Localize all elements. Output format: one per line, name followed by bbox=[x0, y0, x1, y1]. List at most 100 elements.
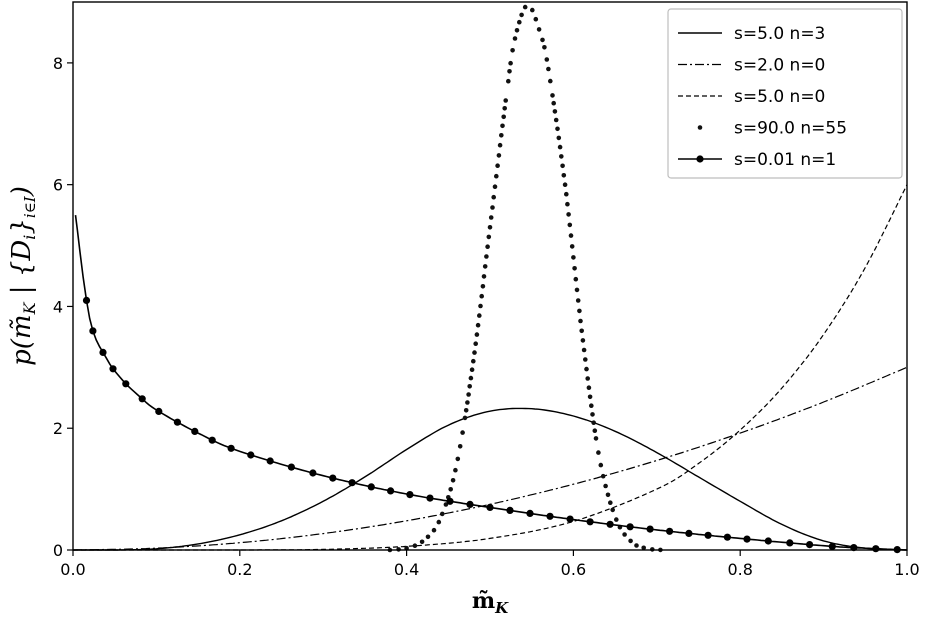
series-dotted-point bbox=[600, 473, 606, 479]
series-marker-point bbox=[828, 542, 836, 551]
legend-swatch-marker bbox=[696, 155, 704, 163]
x-axis-label: m̃K bbox=[472, 588, 509, 616]
series-dotted-point bbox=[448, 487, 454, 492]
series-marker-point bbox=[685, 529, 693, 538]
series-dotted-point bbox=[551, 100, 556, 106]
series-marker-point bbox=[208, 436, 216, 444]
series-marker-point bbox=[287, 463, 295, 471]
series-dotted-point bbox=[472, 350, 477, 355]
series-dotted-point bbox=[473, 341, 479, 347]
series-dotted-point bbox=[499, 133, 504, 138]
series-dotted-point bbox=[533, 16, 539, 22]
series-marker-point bbox=[191, 427, 199, 435]
series-dotted-point bbox=[519, 12, 524, 18]
series-dotted-point bbox=[577, 308, 582, 314]
series-marker-point bbox=[704, 531, 712, 539]
legend-label: s=5.0 n=0 bbox=[734, 87, 825, 107]
series-dotted-point bbox=[450, 478, 456, 483]
legend-entry: s=0.01 n=1 bbox=[678, 150, 836, 170]
series-dashed bbox=[73, 184, 908, 551]
series-dotted-point bbox=[517, 19, 522, 25]
series-dotted-point bbox=[542, 45, 547, 50]
series-dotted-point bbox=[490, 205, 495, 210]
series-dotted-point bbox=[598, 462, 604, 468]
series-dotted-point bbox=[481, 274, 487, 279]
y-tick-label: 4 bbox=[53, 297, 63, 316]
series-dotted-point bbox=[593, 436, 599, 441]
series-dotted-point bbox=[512, 36, 518, 41]
series-dotted-point bbox=[553, 117, 559, 123]
series-dotted-point bbox=[608, 500, 613, 506]
series-dotted-point bbox=[530, 7, 535, 13]
legend-label: s=2.0 n=0 bbox=[734, 56, 825, 76]
series-marker-point bbox=[122, 380, 130, 388]
series-dotted-point bbox=[514, 28, 520, 33]
series-dotted-point bbox=[556, 135, 562, 141]
series-dotted-point bbox=[590, 412, 595, 417]
series-marker-point bbox=[446, 497, 454, 505]
series-marker-point bbox=[348, 479, 356, 487]
series-dotted-point bbox=[471, 358, 476, 364]
series-dotted-point bbox=[522, 4, 528, 10]
plot-layer bbox=[73, 4, 908, 554]
series-dotted-point bbox=[622, 532, 627, 537]
series-dotted-point bbox=[462, 415, 468, 421]
series-dotted bbox=[387, 4, 663, 553]
series-marker-point bbox=[806, 541, 814, 549]
series-dashdot bbox=[73, 366, 908, 551]
series-dotted-point bbox=[579, 328, 584, 334]
series-marker-point bbox=[387, 487, 395, 495]
series-marker-point bbox=[173, 418, 181, 426]
series-marker-point bbox=[743, 535, 751, 543]
series-marker-point bbox=[666, 527, 674, 535]
series-dotted-point bbox=[508, 60, 513, 66]
y-tick-label: 2 bbox=[53, 419, 63, 438]
axes-layer: 0.0 0.2 0.4 0.6 0.8 1.0 0 2 4 6 8 bbox=[53, 54, 920, 579]
series-dotted-point bbox=[564, 191, 569, 197]
series-solid-marker bbox=[74, 215, 908, 551]
series-marker-point bbox=[109, 365, 117, 373]
legend-label: s=0.01 n=1 bbox=[734, 150, 836, 170]
series-dotted-point bbox=[540, 37, 545, 43]
series-dotted-point bbox=[596, 450, 601, 455]
series-marker-point bbox=[329, 474, 337, 482]
series-dotted-point bbox=[501, 114, 507, 120]
series-dotted-point bbox=[546, 66, 551, 72]
series-dotted-point bbox=[502, 106, 508, 111]
series-dotted-point bbox=[591, 420, 596, 426]
series-dotted-point bbox=[468, 375, 474, 381]
series-dotted-point bbox=[484, 254, 489, 259]
series-dotted-point bbox=[460, 430, 465, 435]
series-dotted-point bbox=[495, 163, 500, 168]
series-dotted-point bbox=[574, 287, 580, 293]
series-dotted-point bbox=[436, 519, 442, 525]
series-dotted-point bbox=[479, 293, 485, 299]
series-dotted-point bbox=[586, 385, 592, 391]
series-marker-point bbox=[486, 503, 494, 511]
series-dotted-point bbox=[548, 78, 553, 84]
series-marker-point bbox=[367, 483, 375, 491]
series-dotted-point bbox=[536, 27, 542, 32]
series-dotted-point bbox=[478, 303, 483, 309]
series-dotted-point bbox=[480, 284, 486, 289]
series-dotted-point bbox=[581, 347, 587, 353]
series-dotted-point bbox=[431, 527, 437, 533]
series-marker-point bbox=[606, 520, 614, 528]
series-dotted-point bbox=[561, 173, 567, 178]
series-marker-point bbox=[155, 407, 163, 415]
series-dotted-point bbox=[557, 144, 563, 150]
series-dotted-point bbox=[603, 483, 608, 489]
series-dotted-point bbox=[455, 456, 461, 462]
series-dotted-point bbox=[440, 511, 445, 517]
legend-label: s=90.0 n=55 bbox=[734, 119, 847, 139]
series-dotted-point bbox=[453, 467, 458, 473]
series-marker-point bbox=[546, 512, 554, 520]
series-marker-point bbox=[872, 545, 880, 553]
series-marker-point bbox=[309, 469, 317, 477]
legend-label: s=5.0 n=3 bbox=[734, 24, 825, 44]
series-dotted-point bbox=[497, 142, 503, 148]
series-marker-point bbox=[506, 506, 514, 514]
plot-frame bbox=[72, 1, 908, 551]
series-dotted-point bbox=[587, 394, 593, 400]
series-dotted-point bbox=[496, 153, 502, 158]
